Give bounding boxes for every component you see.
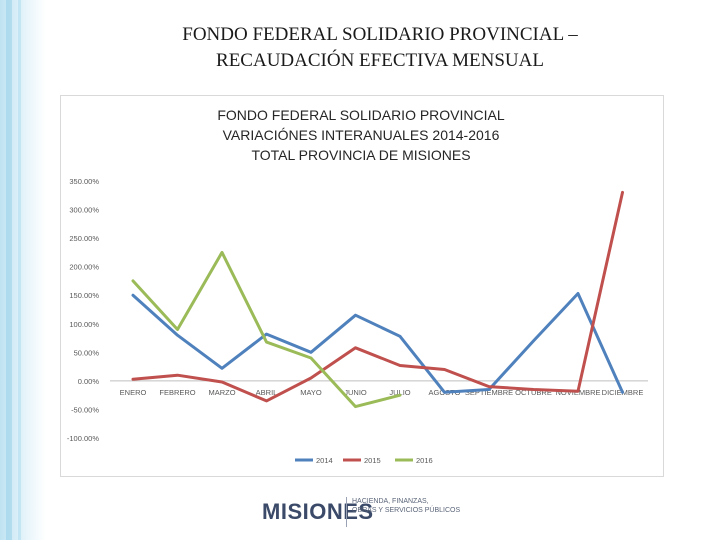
x-tick-label: FEBRERO — [159, 388, 195, 397]
logo-divider — [346, 497, 347, 527]
x-tick-label: OCTUBRE — [515, 388, 552, 397]
y-tick-label: 150.00% — [69, 291, 99, 300]
y-tick-label: 200.00% — [69, 263, 99, 272]
slide-title: FONDO FEDERAL SOLIDARIO PROVINCIAL – REC… — [60, 22, 700, 74]
y-tick-label: 100.00% — [69, 320, 99, 329]
legend-label-2014: 2014 — [316, 456, 333, 465]
y-tick-label: 0.00% — [78, 377, 100, 386]
x-tick-label: MAYO — [300, 388, 322, 397]
chart-title-line3: TOTAL PROVINCIA DE MISIONES — [251, 147, 471, 163]
series-line-2014 — [131, 292, 624, 394]
logo-subtitle-line1: HACIENDA, FINANZAS, — [352, 498, 429, 505]
logo-subtitle: HACIENDA, FINANZAS, OBRAS Y SERVICIOS PÚ… — [352, 497, 462, 515]
slide-title-line1: FONDO FEDERAL SOLIDARIO PROVINCIAL – — [182, 24, 578, 45]
y-tick-label: -100.00% — [67, 434, 99, 443]
legend-label-2016: 2016 — [416, 456, 433, 465]
x-tick-label: JULIO — [389, 388, 410, 397]
y-tick-label: 250.00% — [69, 234, 99, 243]
x-tick-label: JUNIO — [344, 388, 367, 397]
x-tick-label: SEPTIEMBRE — [465, 388, 513, 397]
logo-subtitle-line2: OBRAS Y SERVICIOS PÚBLICOS — [352, 507, 461, 514]
chart-title-line2: VARIACIÓNES INTERANUALES 2014-2016 — [222, 127, 500, 143]
x-tick-label: ENERO — [120, 388, 147, 397]
left-decor-bar — [0, 0, 46, 540]
x-tick-label: ABRIL — [256, 388, 278, 397]
chart-title: FONDO FEDERAL SOLIDARIO PROVINCIAL VARIA… — [60, 105, 662, 165]
y-tick-label: -50.00% — [71, 405, 99, 414]
series-line-2016 — [131, 250, 402, 409]
y-tick-label: 300.00% — [69, 206, 99, 215]
chart-frame — [60, 95, 664, 477]
x-tick-label: MARZO — [208, 388, 235, 397]
legend-label-2015: 2015 — [364, 456, 381, 465]
y-tick-label: 350.00% — [69, 177, 99, 186]
y-tick-label: 50.00% — [74, 348, 100, 357]
series-line-2015 — [131, 190, 624, 403]
chart-title-line1: FONDO FEDERAL SOLIDARIO PROVINCIAL — [217, 107, 505, 123]
logo-word: MISIONES — [262, 499, 374, 524]
slide-title-line2: RECAUDACIÓN EFECTIVA MENSUAL — [216, 50, 544, 71]
